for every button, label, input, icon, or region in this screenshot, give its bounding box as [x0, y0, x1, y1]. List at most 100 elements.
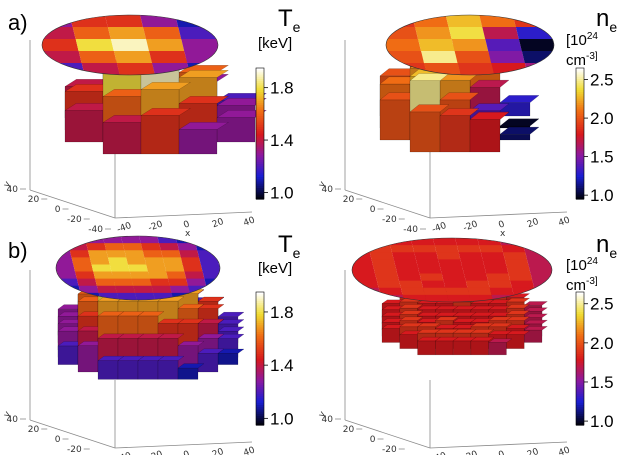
colorbar-segment [256, 393, 264, 397]
heatmap-cell [395, 266, 420, 275]
heatmap-cell [95, 278, 116, 287]
surface-cell [409, 111, 441, 153]
colorbar-segment [256, 100, 264, 104]
surface-cell [64, 110, 104, 143]
heatmap-cell [81, 63, 120, 75]
surface-cell-top [217, 334, 245, 339]
surface-cell-top [506, 298, 530, 303]
colorbar-segment [576, 376, 584, 380]
colorbar-segment [256, 166, 264, 170]
heatmap-cell [467, 287, 492, 296]
colorbar-segment [576, 159, 584, 163]
heatmap-cell [488, 280, 512, 289]
heatmap-cell [142, 250, 163, 258]
colorbar-segment [256, 164, 264, 167]
x-tick-label: 20 [211, 447, 225, 455]
heatmap-cell [373, 266, 398, 275]
colorbar-segment [576, 131, 584, 135]
colorbar-segment [256, 405, 264, 408]
x-tick-label: -20 [147, 449, 164, 455]
colorbar-segment [576, 105, 584, 108]
colorbar-segment [576, 76, 584, 80]
colorbar-segment [576, 298, 584, 302]
surface-cell [506, 334, 525, 349]
colorbar-segment [256, 409, 264, 413]
colorbar-segment [256, 183, 264, 187]
colorbar-segment [576, 342, 584, 346]
x-tick-label: 40 [557, 215, 571, 228]
heatmap-cell [376, 280, 401, 289]
heatmap-cell [484, 266, 509, 275]
heatmap-cell [423, 287, 448, 296]
surface-cell [499, 134, 531, 141]
colorbar-segment [256, 331, 264, 335]
heatmap-cell [400, 287, 425, 296]
y-tick-label: -20 [67, 215, 82, 225]
colorbar-segment [256, 137, 264, 141]
surface-cell [157, 360, 179, 380]
heatmap-cell [71, 257, 92, 266]
colorbar-segment [576, 358, 584, 362]
colorbar-segment [256, 362, 264, 366]
colorbar-segment [576, 124, 584, 128]
colorbar-segment [576, 174, 584, 178]
heatmap-cell [193, 236, 214, 244]
colorbar-segment [256, 316, 264, 320]
colorbar-segment [256, 300, 264, 304]
colorbar-segment [256, 411, 264, 415]
surface-cell-top [140, 108, 191, 116]
colorbar-frame [255, 291, 265, 426]
heatmap-cell [202, 271, 220, 280]
colorbar-segment [256, 168, 264, 172]
heatmap-cell [140, 243, 161, 251]
surface-cell [177, 367, 199, 380]
heatmap-cell [135, 292, 156, 300]
heatmap-cell [448, 27, 486, 40]
surface-cell-top [417, 322, 442, 327]
colorbar-segment [576, 150, 584, 154]
heatmap-cell [515, 27, 553, 40]
colorbar-segment [576, 360, 584, 364]
heatmap-cell [386, 39, 422, 52]
heatmap-cell [392, 252, 416, 260]
heatmap-cell [162, 257, 183, 266]
colorbar-segment [576, 164, 584, 167]
colorbar-segment [256, 131, 264, 135]
x-axis-line [429, 441, 568, 449]
colorbar-segment [576, 325, 584, 329]
colorbar-segment [576, 166, 584, 170]
surface-cell [452, 340, 472, 356]
heatmap-cell [369, 252, 394, 260]
colorbar-segment [576, 331, 584, 335]
heatmap-cell [352, 238, 368, 246]
heatmap-cell [524, 63, 554, 75]
colorbar-segment [256, 369, 264, 373]
axes-box [344, 40, 568, 219]
surface-cell [470, 340, 489, 356]
colorbar-segment [256, 292, 264, 295]
heatmap-cell [168, 278, 188, 287]
heatmap-cell [148, 271, 168, 280]
heatmap-cell [200, 264, 220, 273]
colorbar-segment [576, 70, 584, 73]
colorbar-segment [576, 292, 584, 295]
heatmap-cell [146, 264, 167, 273]
heatmap-cell [177, 243, 198, 251]
heatmap-cell [464, 273, 488, 282]
colorbar-tick-label: 1.5 [590, 148, 614, 167]
colorbar-segment [576, 192, 584, 196]
y-tick-label: -20 [67, 445, 82, 455]
heatmap-cell [108, 257, 128, 266]
colorbar-segment [576, 378, 584, 382]
surface-cell-top [399, 310, 424, 315]
heatmap-cell [66, 236, 87, 244]
colorbar-segment [576, 118, 584, 121]
colorbar-tick-label: 2.0 [590, 109, 614, 128]
colorbar-segment [256, 194, 264, 198]
colorbar-segment [576, 371, 584, 375]
y-tick-label: -20 [382, 215, 397, 225]
heatmap-cell [169, 285, 190, 294]
heatmap-cell [418, 39, 455, 52]
heatmap-cell [415, 27, 452, 40]
